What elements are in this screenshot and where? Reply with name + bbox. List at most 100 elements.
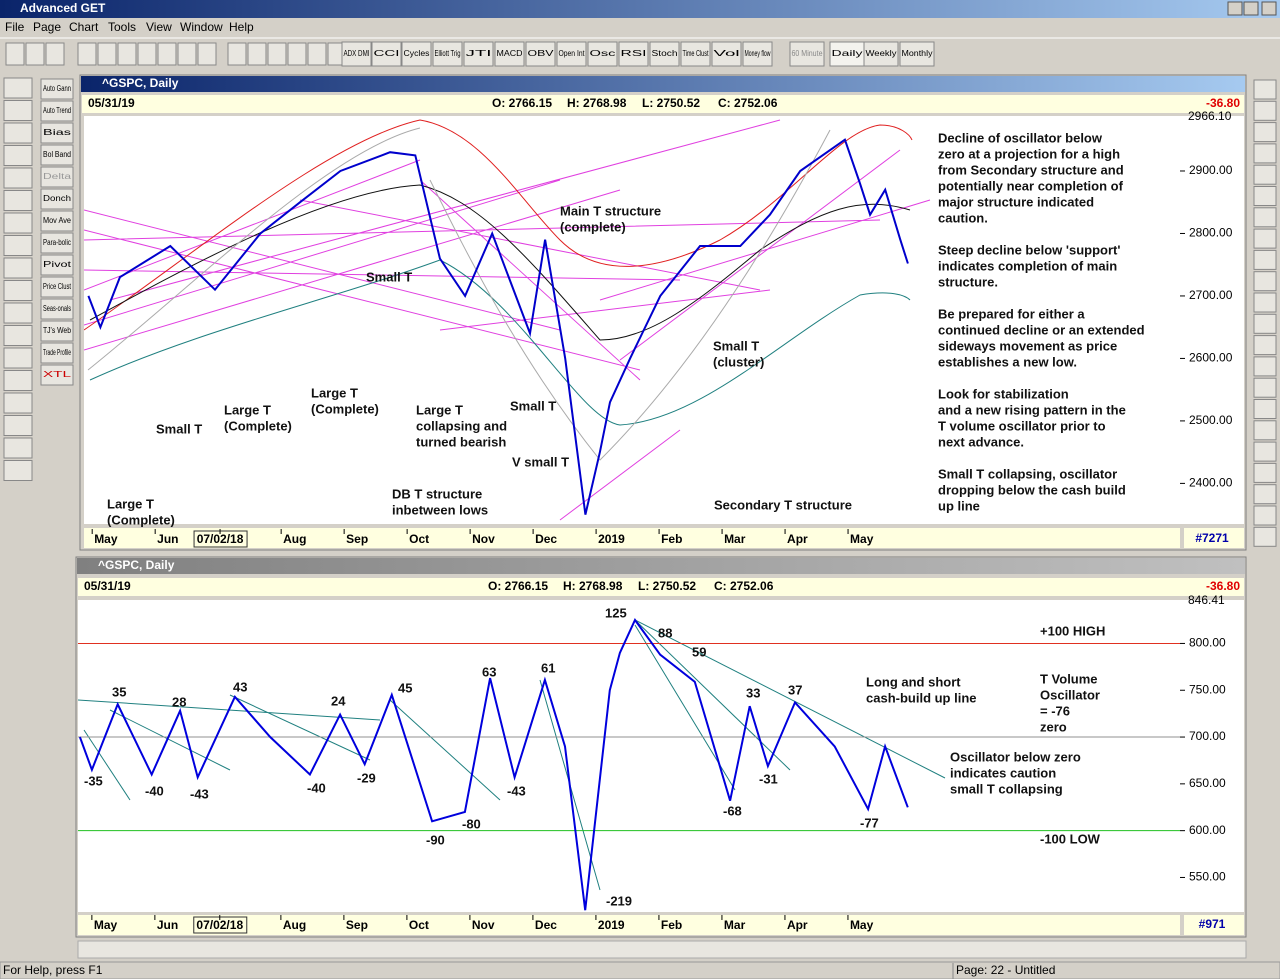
- menu-item[interactable]: Tools: [108, 20, 136, 34]
- toolbar-button[interactable]: [371, 41, 402, 67]
- left-tool-button[interactable]: [40, 254, 74, 276]
- right-icon[interactable]: [1253, 122, 1277, 143]
- toolbar-label[interactable]: Stoch: [652, 49, 678, 58]
- toolbar-icon[interactable]: [307, 42, 327, 66]
- left-tool-label[interactable]: Mov Ave: [43, 216, 71, 225]
- right-icon[interactable]: [1253, 441, 1277, 462]
- toolbar-button[interactable]: [618, 41, 649, 67]
- right-icon[interactable]: [1253, 356, 1277, 377]
- left-tool-button[interactable]: [40, 188, 74, 210]
- right-icon[interactable]: [1253, 292, 1277, 313]
- left-tool-label[interactable]: Pivot: [43, 260, 72, 269]
- toolbar-button[interactable]: [341, 41, 372, 67]
- left-icon[interactable]: [3, 347, 33, 369]
- left-icon[interactable]: [3, 235, 33, 256]
- toolbar-icon[interactable]: [177, 42, 197, 66]
- toolbar-button[interactable]: [899, 41, 935, 67]
- right-icon[interactable]: [1253, 526, 1277, 547]
- toolbar-icon[interactable]: [45, 42, 65, 66]
- right-icon[interactable]: [1253, 399, 1277, 419]
- left-icon[interactable]: [3, 257, 33, 279]
- left-tool-button[interactable]: [40, 276, 74, 298]
- right-icon[interactable]: [1253, 249, 1277, 270]
- toolbar-label[interactable]: Monthly: [902, 49, 933, 58]
- toolbar-icon[interactable]: [197, 42, 217, 66]
- left-tool-button[interactable]: [40, 166, 74, 188]
- left-tool-button[interactable]: [40, 364, 74, 386]
- right-icon[interactable]: [1253, 484, 1277, 505]
- toolbar-label[interactable]: 60 Minute: [792, 49, 823, 58]
- minimize[interactable]: [1227, 1, 1243, 16]
- toolbar-button[interactable]: [401, 41, 432, 67]
- toolbar-label[interactable]: Open Int: [559, 49, 586, 58]
- toolbar-icon[interactable]: [157, 42, 177, 66]
- left-tool-label[interactable]: Delta: [43, 172, 72, 181]
- left-icon[interactable]: [3, 302, 33, 324]
- right-icon[interactable]: [1253, 143, 1277, 164]
- right-icon[interactable]: [1253, 79, 1277, 100]
- left-tool-label[interactable]: Bol Band: [43, 150, 71, 159]
- left-tool-label[interactable]: Auto Trend: [43, 106, 71, 115]
- left-icon[interactable]: [3, 392, 33, 414]
- menu-item[interactable]: File: [5, 20, 25, 34]
- menu-item[interactable]: Help: [229, 20, 254, 34]
- left-tool-label[interactable]: Para-bolic: [43, 238, 71, 247]
- left-icon[interactable]: [3, 167, 33, 189]
- right-icon[interactable]: [1253, 420, 1277, 441]
- left-icon[interactable]: [3, 122, 33, 144]
- scrollbar[interactable]: [77, 940, 1247, 959]
- left-icon[interactable]: [3, 100, 33, 121]
- left-tool-label[interactable]: Trade Profile: [43, 348, 71, 357]
- toolbar-label[interactable]: CCI: [374, 49, 400, 58]
- left-tool-button[interactable]: [40, 78, 74, 100]
- left-icon[interactable]: [3, 370, 33, 391]
- menu-item[interactable]: Window: [180, 20, 223, 34]
- left-icon[interactable]: [3, 212, 33, 234]
- toolbar-button[interactable]: [863, 41, 899, 67]
- menu-item[interactable]: View: [146, 20, 172, 34]
- left-tool-label[interactable]: Seas-onals: [43, 304, 71, 313]
- toolbar-label[interactable]: Weekly: [866, 49, 897, 58]
- toolbar-label[interactable]: Time Clust: [683, 49, 710, 58]
- right-icon[interactable]: [1253, 462, 1277, 483]
- toolbar-label[interactable]: Osc: [590, 49, 616, 58]
- right-icon[interactable]: [1253, 313, 1277, 334]
- left-tool-label[interactable]: Auto Gann: [43, 84, 71, 93]
- close[interactable]: [1261, 1, 1277, 16]
- left-tool-button[interactable]: [40, 342, 74, 364]
- left-tool-label[interactable]: XTL: [43, 370, 72, 379]
- left-icon[interactable]: [3, 145, 33, 166]
- left-tool-label[interactable]: Bias: [43, 128, 71, 137]
- toolbar-button[interactable]: [587, 41, 618, 67]
- toolbar-label[interactable]: MACD: [497, 49, 523, 58]
- toolbar-button[interactable]: [494, 41, 525, 67]
- right-icon[interactable]: [1253, 335, 1277, 356]
- toolbar-button[interactable]: [680, 41, 711, 67]
- toolbar-button[interactable]: [789, 41, 825, 67]
- toolbar-button[interactable]: [463, 41, 494, 67]
- toolbar-icon[interactable]: [287, 42, 307, 66]
- toolbar-label[interactable]: Daily: [832, 49, 863, 58]
- toolbar-label[interactable]: Elliott Trig: [435, 49, 461, 58]
- toolbar-label[interactable]: OBV: [528, 49, 555, 58]
- left-icon[interactable]: [3, 280, 33, 301]
- left-tool-button[interactable]: [40, 298, 74, 320]
- toolbar-button[interactable]: [711, 41, 742, 67]
- toolbar-icon[interactable]: [117, 42, 137, 66]
- left-tool-button[interactable]: [40, 100, 74, 122]
- toolbar-icon[interactable]: [97, 42, 117, 66]
- right-icon[interactable]: [1253, 164, 1277, 185]
- toolbar-label[interactable]: Vol: [714, 49, 741, 58]
- toolbar-icon[interactable]: [247, 42, 267, 66]
- left-icon[interactable]: [3, 460, 33, 481]
- right-icon[interactable]: [1253, 186, 1277, 206]
- right-icon[interactable]: [1253, 377, 1277, 398]
- toolbar-button[interactable]: [742, 41, 773, 67]
- toolbar-label[interactable]: JTI: [466, 49, 492, 58]
- left-icon[interactable]: [3, 77, 33, 99]
- left-tool-label[interactable]: Price Clust: [43, 282, 72, 291]
- right-icon[interactable]: [1253, 207, 1277, 228]
- left-tool-button[interactable]: [40, 232, 74, 254]
- left-icon[interactable]: [3, 437, 33, 459]
- left-icon[interactable]: [3, 190, 33, 211]
